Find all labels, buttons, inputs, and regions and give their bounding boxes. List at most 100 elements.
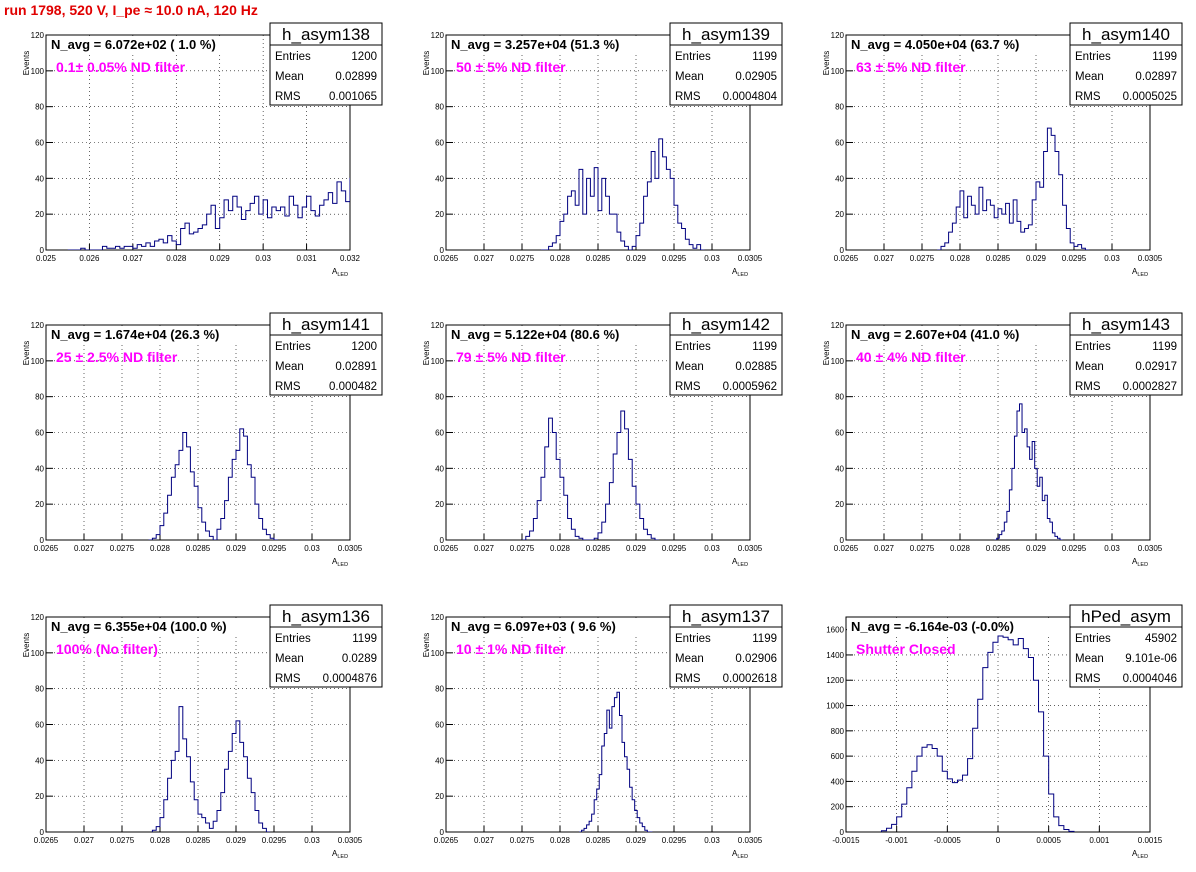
y-tick-label: 60 [35, 429, 44, 438]
filter-label: 63 ± 5% ND filter [856, 59, 966, 75]
stat-label: Entries [275, 633, 311, 645]
stat-value: 0.02906 [735, 653, 777, 665]
x-tick-label: 0.0285 [586, 544, 611, 553]
x-axis-title: ALED [1132, 267, 1148, 278]
y-tick-label: 120 [431, 321, 445, 330]
stat-value: 0.0004804 [723, 91, 778, 103]
y-axis-title: Events [22, 51, 31, 75]
x-tick-label: 0.029 [226, 544, 247, 553]
x-tick-label: 0.03 [704, 544, 720, 553]
y-tick-label: 40 [435, 464, 444, 473]
y-tick-label: 0 [840, 536, 845, 545]
y-tick-label: 20 [435, 210, 444, 219]
y-tick-label: 40 [835, 464, 844, 473]
x-tick-label: 0.0265 [834, 544, 859, 553]
x-tick-label: 0.0265 [34, 836, 59, 845]
histogram-name: h_asym139 [682, 25, 770, 44]
x-tick-label: 0.027 [74, 544, 95, 553]
y-tick-label: 200 [831, 803, 845, 812]
stat-value: 0.001065 [329, 91, 377, 103]
x-tick-label: 0.028 [150, 544, 171, 553]
y-tick-label: 0 [840, 246, 845, 255]
stat-label: Mean [675, 653, 704, 665]
n-avg-label: N_avg = 6.072e+02 ( 1.0 %) [51, 37, 216, 52]
histogram-name: h_asym141 [282, 315, 370, 334]
stat-label: Entries [275, 341, 311, 353]
histogram-series [67, 177, 350, 250]
x-axis-subscript: LED [337, 854, 348, 860]
x-axis-title: ALED [732, 267, 748, 278]
y-axis-title: Events [422, 633, 431, 657]
y-tick-label: 100 [431, 649, 445, 658]
histogram-panel: 0.025 0.026 0.027 0.028 0.029 0.03 0.031 0.032 0… [22, 22, 383, 278]
stat-label: RMS [275, 91, 301, 103]
stat-label: Entries [1075, 341, 1111, 353]
x-tick-label: 0.028 [950, 544, 971, 553]
n-avg-label: N_avg = 6.097e+03 ( 9.6 %) [451, 619, 616, 634]
y-tick-label: 120 [31, 31, 45, 40]
stat-label: RMS [275, 673, 301, 685]
x-tick-label: 0.0295 [1062, 544, 1087, 553]
y-tick-label: 20 [835, 500, 844, 509]
stat-value: 1200 [351, 51, 377, 63]
x-tick-label: 0.0285 [586, 836, 611, 845]
x-axis-subscript: LED [337, 562, 348, 568]
stats-box [669, 334, 783, 396]
y-tick-label: 120 [431, 613, 445, 622]
x-tick-label: 0.028 [166, 254, 187, 263]
stat-label: Mean [275, 71, 304, 83]
y-axis-title: Events [422, 51, 431, 75]
histogram-series [151, 706, 271, 832]
histogram-series [880, 635, 1075, 832]
stat-value: 0.02905 [735, 71, 777, 83]
y-tick-label: 1200 [826, 676, 844, 685]
x-tick-label: -0.0005 [934, 836, 962, 845]
x-tick-label: 0.0275 [510, 254, 535, 263]
stat-label: RMS [1075, 91, 1101, 103]
x-tick-label: 0.0015 [1138, 836, 1163, 845]
x-tick-label: 0.0285 [186, 836, 211, 845]
x-tick-label: 0.0305 [1138, 254, 1163, 263]
x-axis-title: ALED [732, 849, 748, 860]
stats-box [269, 334, 383, 396]
x-tick-label: 0.0305 [738, 544, 763, 553]
y-tick-label: 400 [831, 777, 845, 786]
x-tick-label: 0.029 [626, 836, 647, 845]
x-tick-label: 0.03 [304, 836, 320, 845]
y-tick-label: 120 [31, 613, 45, 622]
y-tick-label: 80 [435, 103, 444, 112]
x-tick-label: 0.028 [550, 544, 571, 553]
stat-value: 0.02917 [1135, 361, 1177, 373]
stat-value: 0.0005962 [723, 381, 777, 393]
stat-value: 1199 [1152, 341, 1177, 353]
x-tick-label: 0.03 [304, 544, 320, 553]
stat-value: 9.101e-06 [1125, 653, 1177, 665]
stat-label: Mean [675, 361, 704, 373]
x-tick-label: 0.025 [36, 254, 57, 263]
x-tick-label: 0.027 [474, 254, 495, 263]
stat-value: 1199 [352, 633, 377, 645]
histogram-name: h_asym136 [282, 607, 370, 626]
x-tick-label: 0.0275 [510, 544, 535, 553]
n-avg-label: N_avg = 1.674e+04 (26.3 %) [51, 327, 219, 342]
stat-value: 1199 [752, 341, 777, 353]
y-tick-label: 600 [831, 752, 845, 761]
filter-label: 50 ± 5% ND filter [456, 59, 566, 75]
x-tick-label: 0.029 [626, 254, 647, 263]
x-tick-label: 0.0295 [262, 544, 287, 553]
histogram-series [994, 403, 1063, 540]
y-tick-label: 0 [40, 246, 45, 255]
stat-value: 0.02899 [335, 71, 377, 83]
y-tick-label: 80 [35, 393, 44, 402]
x-tick-label: 0.03 [704, 836, 720, 845]
x-tick-label: 0.03 [1104, 254, 1120, 263]
x-tick-label: 0.0265 [434, 254, 459, 263]
filter-label: 79 ± 5% ND filter [456, 349, 566, 365]
y-tick-label: 100 [31, 67, 45, 76]
stats-box [1069, 626, 1183, 688]
stat-value: 0.02885 [735, 361, 777, 373]
filter-label: Shutter Closed [856, 641, 956, 657]
histogram-panel: 0.0265 0.027 0.0275 0.028 0.0285 0.029 0.0295 0… [822, 22, 1183, 278]
y-tick-label: 80 [435, 393, 444, 402]
